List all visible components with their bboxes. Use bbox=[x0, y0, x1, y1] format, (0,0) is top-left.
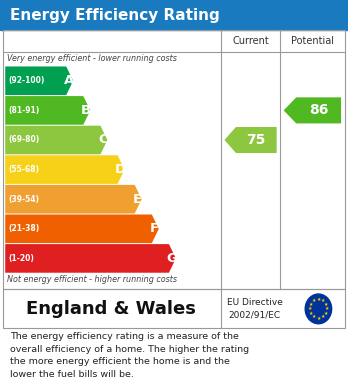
Text: EU Directive
2002/91/EC: EU Directive 2002/91/EC bbox=[227, 298, 283, 319]
Text: ★: ★ bbox=[324, 307, 329, 311]
Text: ★: ★ bbox=[309, 302, 314, 307]
Text: F: F bbox=[150, 222, 159, 235]
Text: A: A bbox=[64, 74, 74, 87]
Text: ★: ★ bbox=[316, 316, 321, 321]
Text: ★: ★ bbox=[308, 307, 313, 311]
Text: 75: 75 bbox=[247, 133, 266, 147]
Text: The energy efficiency rating is a measure of the
overall efficiency of a home. T: The energy efficiency rating is a measur… bbox=[10, 332, 250, 379]
Bar bbox=[3, 289, 345, 328]
Text: (92-100): (92-100) bbox=[8, 76, 45, 85]
Text: (55-68): (55-68) bbox=[8, 165, 39, 174]
Text: (81-91): (81-91) bbox=[8, 106, 39, 115]
Text: Very energy efficient - lower running costs: Very energy efficient - lower running co… bbox=[7, 54, 177, 63]
Polygon shape bbox=[5, 244, 176, 273]
Text: B: B bbox=[81, 104, 91, 117]
Text: (21-38): (21-38) bbox=[8, 224, 39, 233]
Text: ★: ★ bbox=[323, 311, 328, 316]
Circle shape bbox=[305, 294, 332, 324]
Polygon shape bbox=[5, 66, 73, 95]
Text: E: E bbox=[133, 193, 142, 206]
Text: ★: ★ bbox=[320, 314, 325, 319]
Text: (39-54): (39-54) bbox=[8, 195, 39, 204]
Text: (1-20): (1-20) bbox=[8, 254, 34, 263]
Text: Current: Current bbox=[232, 36, 269, 46]
Text: Potential: Potential bbox=[291, 36, 334, 46]
Polygon shape bbox=[284, 97, 341, 124]
Polygon shape bbox=[5, 185, 142, 213]
Text: Energy Efficiency Rating: Energy Efficiency Rating bbox=[10, 7, 220, 23]
Text: ★: ★ bbox=[312, 314, 317, 319]
Text: ★: ★ bbox=[312, 298, 317, 303]
Polygon shape bbox=[5, 155, 125, 184]
Text: England & Wales: England & Wales bbox=[25, 300, 196, 318]
Text: D: D bbox=[114, 163, 126, 176]
Polygon shape bbox=[5, 215, 159, 243]
Text: (69-80): (69-80) bbox=[8, 136, 39, 145]
Bar bbox=[3, 30, 345, 289]
Polygon shape bbox=[5, 96, 90, 125]
Text: 86: 86 bbox=[309, 103, 328, 117]
Text: C: C bbox=[98, 133, 108, 147]
Text: ★: ★ bbox=[320, 298, 325, 303]
Polygon shape bbox=[5, 126, 108, 154]
Text: Not energy efficient - higher running costs: Not energy efficient - higher running co… bbox=[7, 275, 177, 284]
Text: ★: ★ bbox=[309, 311, 314, 316]
Polygon shape bbox=[224, 127, 277, 153]
Bar bbox=[0, 0, 348, 30]
Text: ★: ★ bbox=[323, 302, 328, 307]
Text: ★: ★ bbox=[316, 297, 321, 302]
Text: G: G bbox=[166, 252, 177, 265]
